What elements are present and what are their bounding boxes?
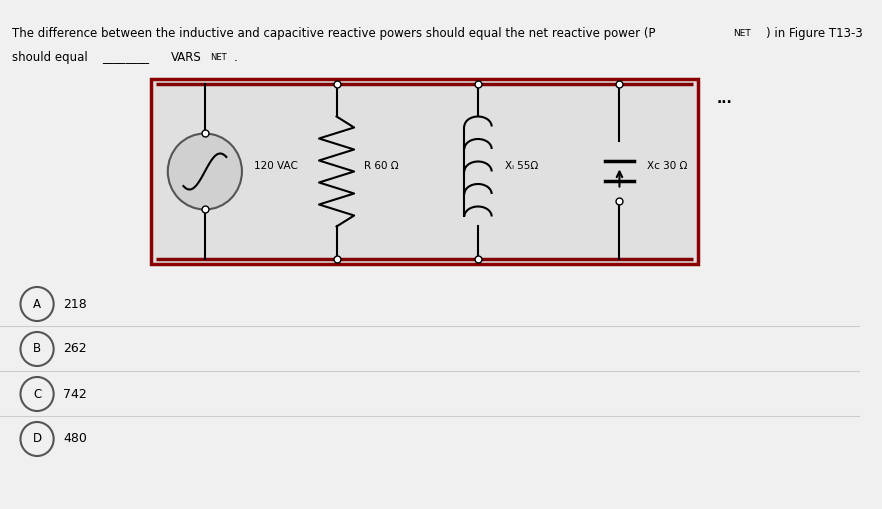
Text: should equal: should equal — [11, 51, 87, 64]
Text: 120 VAC: 120 VAC — [254, 161, 297, 172]
Text: R 60 Ω: R 60 Ω — [364, 161, 399, 172]
Text: 218: 218 — [64, 297, 87, 310]
Text: Xc 30 Ω: Xc 30 Ω — [647, 161, 687, 172]
Text: C: C — [33, 387, 41, 401]
Text: B: B — [33, 343, 41, 355]
Text: A: A — [33, 297, 41, 310]
Text: The difference between the inductive and capacitive reactive powers should equal: The difference between the inductive and… — [11, 27, 655, 40]
FancyBboxPatch shape — [151, 79, 698, 264]
Text: VARS: VARS — [171, 51, 201, 64]
Circle shape — [168, 133, 242, 210]
Text: Xₗ 55Ω: Xₗ 55Ω — [505, 161, 539, 172]
Text: NET: NET — [734, 29, 751, 38]
Text: 262: 262 — [64, 343, 87, 355]
Text: ________: ________ — [102, 51, 149, 64]
Text: ...: ... — [717, 92, 733, 106]
Text: ) in Figure T13-3: ) in Figure T13-3 — [766, 27, 863, 40]
Text: D: D — [33, 433, 41, 445]
Text: 742: 742 — [64, 387, 87, 401]
Text: 480: 480 — [64, 433, 87, 445]
Text: NET: NET — [210, 53, 227, 62]
Text: .: . — [234, 51, 238, 64]
